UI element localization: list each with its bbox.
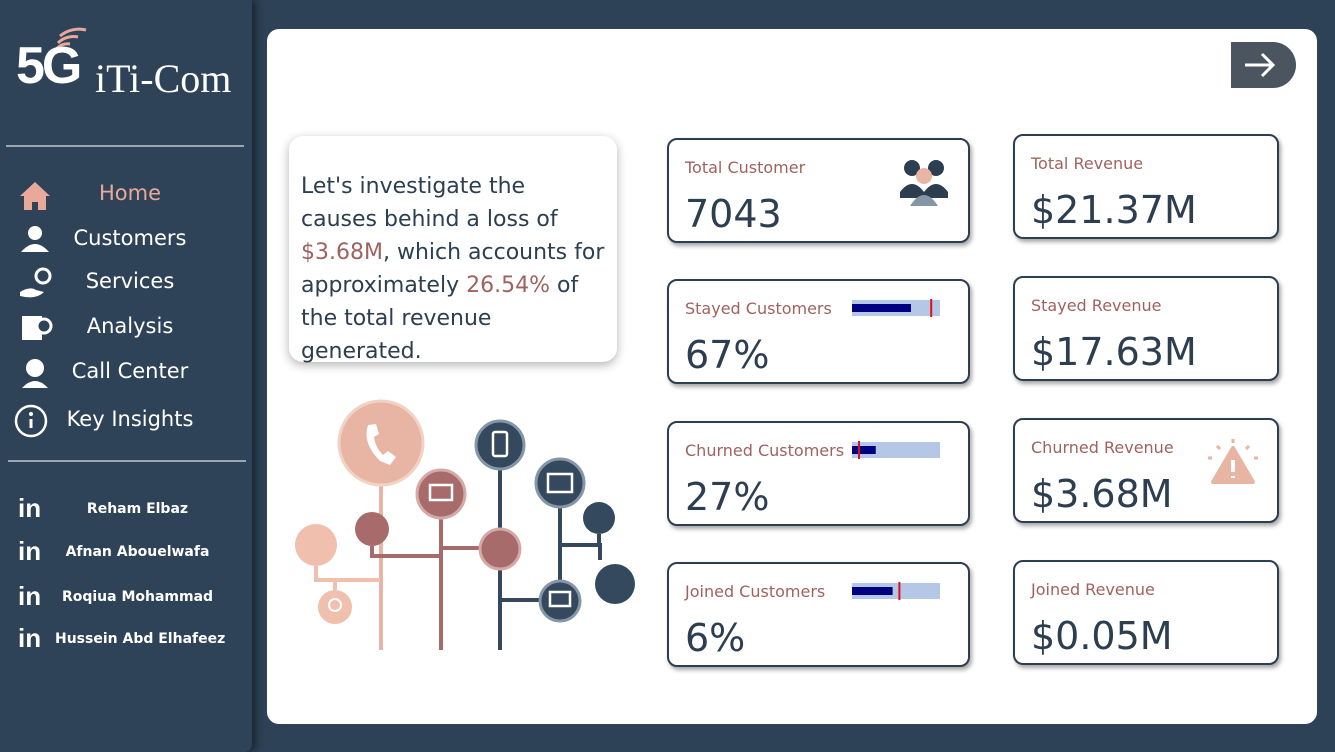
linkedin-icon[interactable]: in [18, 623, 42, 653]
illustration [295, 399, 635, 650]
intro-text-part: , which accounts for approximately [301, 240, 605, 298]
kpi-card: Joined Customers 6% [667, 562, 970, 667]
kpi-value: $17.63M [1031, 330, 1197, 374]
nav-item[interactable]: Call Center [71, 359, 189, 383]
intro-text: Let's investigate the causes behind a lo… [289, 136, 617, 364]
nav-item[interactable]: Customers [73, 226, 187, 250]
bullet-target [930, 299, 933, 317]
icon-part [910, 195, 938, 206]
bullet-bar [852, 587, 893, 595]
nav-item[interactable]: Analysis [86, 314, 174, 338]
bullet-target [858, 441, 861, 459]
sidebar: 5G iTi-Com Home Customers Services Analysis… [0, 0, 252, 752]
bullet-chart [852, 299, 940, 317]
highlight-text: $3.68M [301, 240, 383, 265]
team-member: Afnan Abouelwafa [65, 544, 210, 560]
people-icon [900, 160, 948, 206]
icon-part [900, 184, 948, 198]
next-button[interactable] [1231, 42, 1296, 88]
kpi-label: Churned Customers [685, 441, 845, 460]
kpi-value: $21.37M [1031, 188, 1197, 232]
kpi-label: Joined Revenue [1031, 580, 1155, 599]
intro-text-part: Let's investigate the causes behind a lo… [301, 174, 558, 232]
kpi-card: Total Customer 7043 [667, 138, 970, 243]
highlight-text: 26.54% [466, 273, 550, 298]
logo-mark: 5G [16, 37, 82, 95]
nav-item[interactable]: Services [85, 269, 175, 293]
icon-part [928, 160, 944, 176]
kpi-value: 7043 [685, 192, 782, 236]
kpi-value: 6% [685, 616, 746, 660]
intro-text-part: of the total revenue generated. [301, 273, 579, 364]
logo-name: iTi-Com [95, 56, 232, 101]
kpi-card: Churned Revenue $3.68M [1013, 418, 1279, 523]
kpi-card: Total Revenue $21.37M [1013, 134, 1279, 239]
icon-part [916, 168, 932, 184]
arrow-icon [1245, 52, 1276, 78]
kpi-label: Churned Revenue [1031, 438, 1174, 457]
kpi-label: Total Revenue [1031, 154, 1144, 173]
sidebar-art [6, 27, 246, 462]
kpi-value: 67% [685, 333, 770, 377]
team-member: Hussein Abd Elhafeez [55, 631, 226, 647]
bullet-bar [852, 304, 911, 312]
nav-item[interactable]: Home [98, 181, 161, 205]
team-member: Roqiua Mohammad [61, 589, 214, 605]
kpi-value: 27% [685, 475, 770, 519]
linkedin-icon[interactable]: in [18, 493, 42, 523]
kpi-value: $3.68M [1031, 472, 1173, 516]
bullet-bar [852, 446, 876, 454]
icon-part [904, 160, 920, 176]
main-panel: Let's investigate the causes behind a lo… [267, 29, 1317, 724]
warning-icon [1208, 439, 1258, 484]
kpi-card: Churned Customers 27% [667, 421, 970, 526]
kpi-card: Stayed Customers 67% [667, 279, 970, 384]
kpi-value: $0.05M [1031, 614, 1173, 658]
nav-item[interactable]: Key Insights [66, 407, 194, 431]
kpi-card: Stayed Revenue $17.63M [1013, 276, 1279, 381]
kpi-label: Total Customer [685, 158, 806, 177]
kpi-label: Joined Customers [685, 582, 826, 601]
linkedin-icon[interactable]: in [18, 581, 42, 611]
kpi-label: Stayed Revenue [1031, 296, 1162, 315]
linkedin-icon[interactable]: in [18, 536, 42, 566]
kpi-card: Joined Revenue $0.05M [1013, 560, 1279, 665]
bullet-chart [852, 441, 940, 459]
kpi-label: Stayed Customers [685, 299, 832, 318]
icon-part [1208, 439, 1258, 460]
bullet-target [898, 582, 901, 600]
bullet-chart [852, 582, 940, 600]
team-member: Reham Elbaz [86, 501, 189, 517]
